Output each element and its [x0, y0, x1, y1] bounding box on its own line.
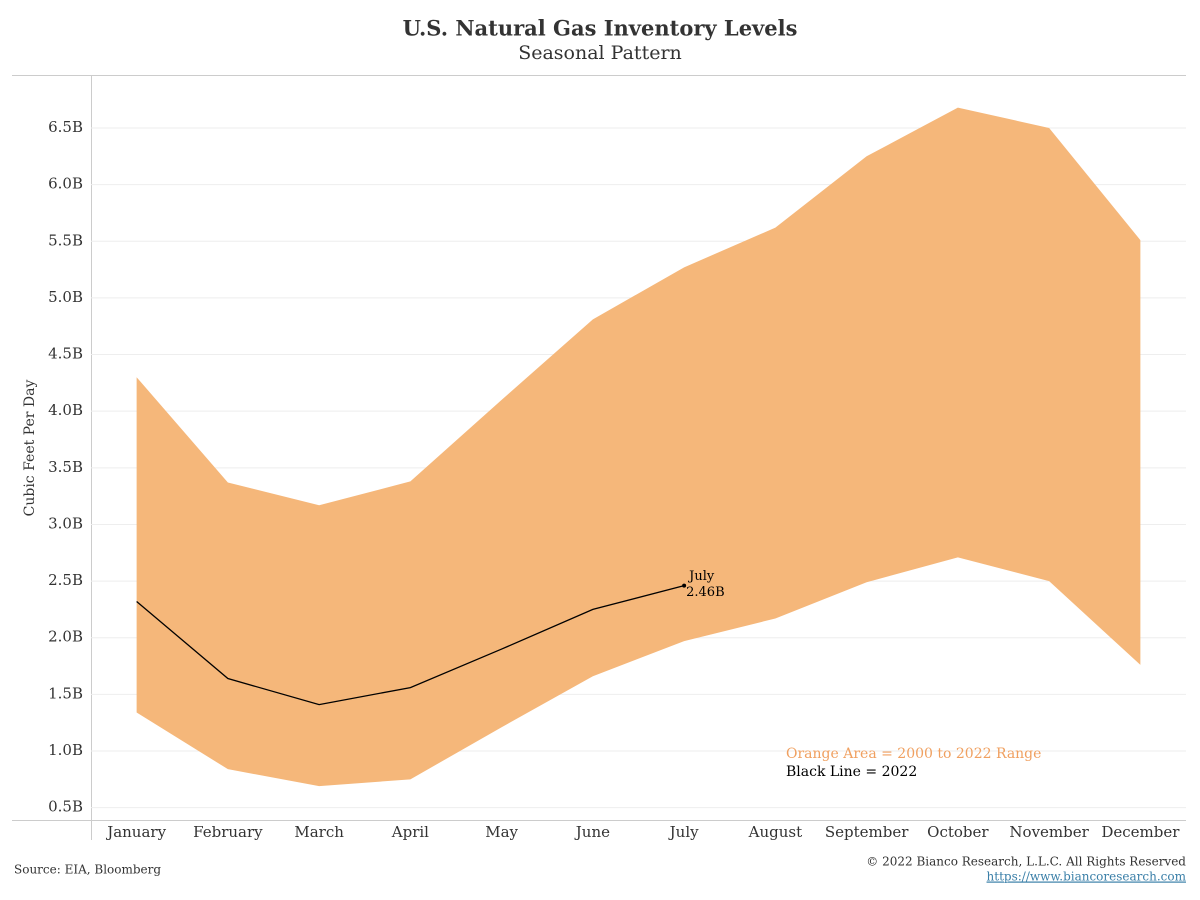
y-tick-label: 6.5B — [48, 118, 83, 136]
x-tick-label: July — [668, 823, 699, 841]
y-tick-label: 2.0B — [48, 628, 83, 646]
legend-entry: Black Line = 2022 — [786, 764, 917, 780]
y-tick-label: 4.5B — [48, 345, 83, 363]
y-axis-label: Cubic Feet Per Day — [22, 380, 38, 517]
url-link[interactable]: https://www.biancoresearch.com — [987, 870, 1187, 884]
x-tick-label: August — [748, 823, 802, 841]
y-tick-label: 0.5B — [48, 798, 83, 816]
value-label: 2.46B — [686, 585, 725, 600]
y-tick-label: 1.0B — [48, 741, 83, 759]
copyright: © 2022 Bianco Research, L.L.C. All Right… — [866, 855, 1186, 869]
y-tick-label: 2.5B — [48, 571, 83, 589]
x-tick-label: December — [1101, 823, 1180, 841]
y-tick-label: 4.0B — [48, 401, 83, 419]
y-tick-label: 5.0B — [48, 288, 83, 306]
chart-title: U.S. Natural Gas Inventory Levels — [403, 16, 798, 41]
x-tick-label: May — [485, 823, 518, 841]
line-2022 — [136, 585, 685, 706]
x-tick-label: June — [574, 823, 610, 841]
last-point — [682, 583, 687, 588]
y-tick-label: 1.5B — [48, 684, 83, 702]
annotation-category: July — [687, 569, 715, 584]
y-tick-label: 5.5B — [48, 231, 83, 249]
x-tick-label: April — [391, 823, 429, 841]
legend-entry: Orange Area = 2000 to 2022 Range — [786, 746, 1041, 762]
y-tick-label: 6.0B — [48, 175, 83, 193]
x-tick-label: October — [927, 823, 989, 841]
range-area — [136, 107, 1141, 787]
x-tick-label: January — [105, 823, 166, 841]
x-tick-label: February — [193, 823, 263, 841]
y-tick-label: 3.5B — [48, 458, 83, 476]
chart-subtitle: Seasonal Pattern — [518, 42, 682, 64]
x-tick-label: September — [825, 823, 909, 841]
source: Source: EIA, Bloomberg — [14, 863, 161, 877]
x-tick-label: November — [1009, 823, 1089, 841]
y-tick-label: 3.0B — [48, 514, 83, 532]
x-tick-label: March — [294, 823, 344, 841]
